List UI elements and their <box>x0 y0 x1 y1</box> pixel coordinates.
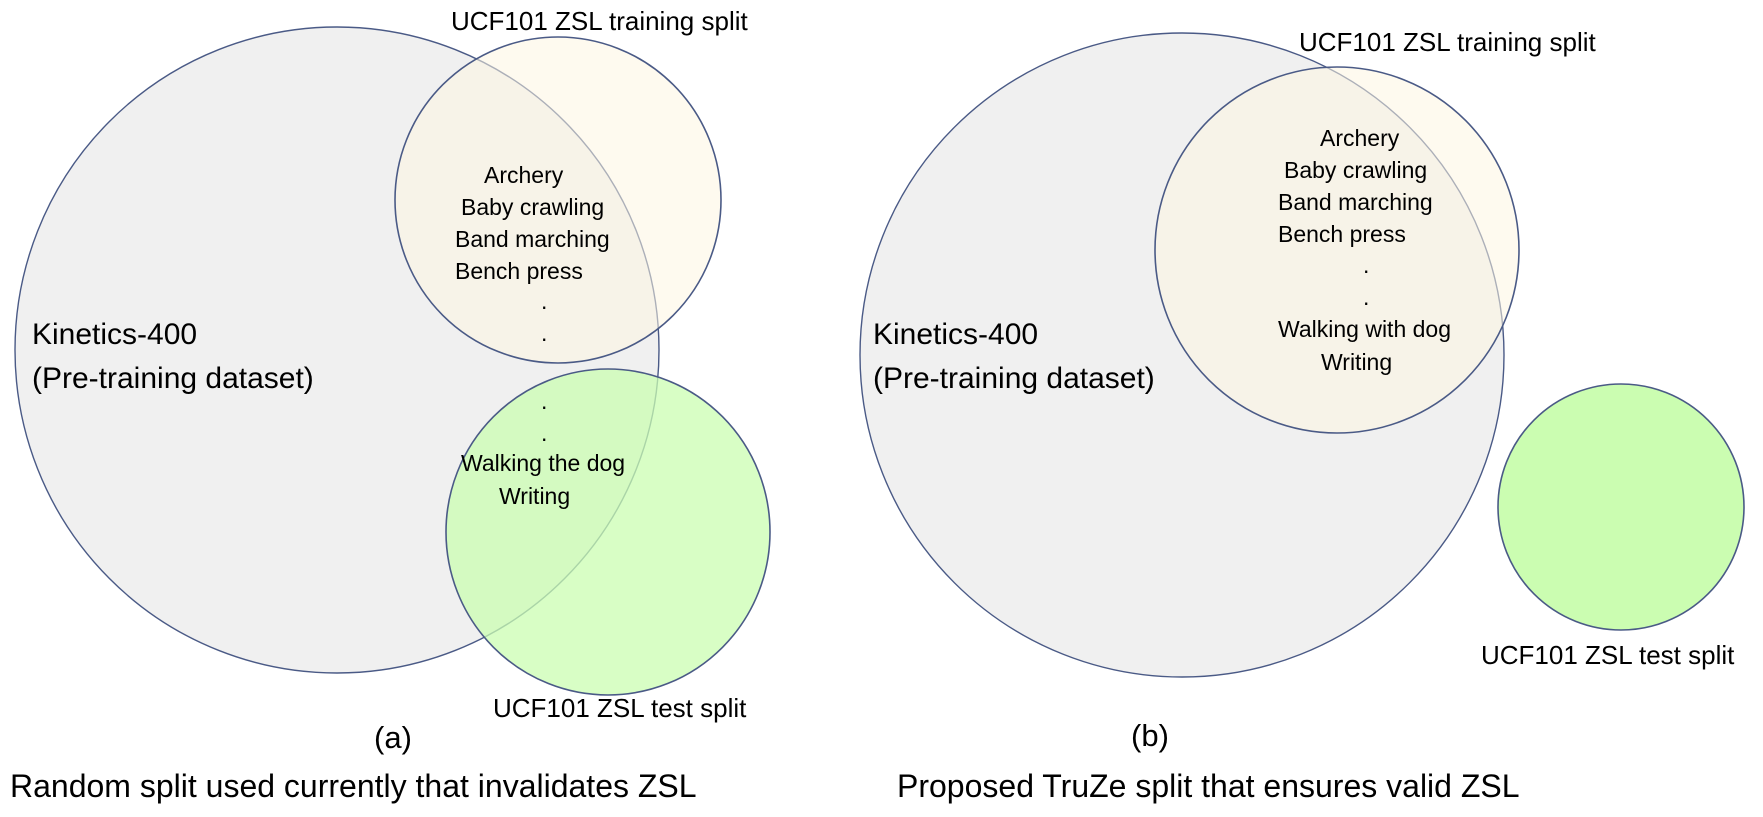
kinetics-label-a-line1: Kinetics-400 <box>32 318 198 351</box>
class-item-a-band-marching: Band marching <box>455 226 610 252</box>
test-split-label-a: UCF101 ZSL test split <box>493 693 747 723</box>
train-split-label-a: UCF101 ZSL training split <box>451 6 748 36</box>
class-item-a-walking-the-dog: Walking the dog <box>461 450 626 476</box>
test-split-label-b: UCF101 ZSL test split <box>1481 640 1735 670</box>
test-split-circle-b <box>1497 383 1745 631</box>
class-item-a-archery: Archery <box>484 162 564 188</box>
class-item-b-baby-crawling: Baby crawling <box>1284 157 1428 183</box>
class-item-b-walking-with-dog: Walking with dog <box>1278 316 1452 342</box>
class-item-b-writing: Writing <box>1321 349 1393 375</box>
panel-label-b: (b) <box>1131 718 1169 753</box>
train-split-circle-b <box>1154 66 1520 434</box>
class-item-b-bench-press: Bench press <box>1278 221 1406 247</box>
class-item-a-writing: Writing <box>499 483 571 509</box>
caption-a: Random split used currently that invalid… <box>10 768 697 804</box>
train-split-circle-a <box>394 36 722 364</box>
ellipsis-dot-a-3: . <box>541 388 548 414</box>
class-item-a-bench-press: Bench press <box>455 258 583 284</box>
caption-b: Proposed TruZe split that ensures valid … <box>897 768 1520 804</box>
kinetics-label-a-line2: (Pre-training dataset) <box>32 362 314 395</box>
train-split-label-b: UCF101 ZSL training split <box>1299 27 1596 57</box>
test-split-circle-a <box>445 368 771 696</box>
panel-label-a: (a) <box>374 720 412 755</box>
ellipsis-dot-a-4: . <box>541 420 548 446</box>
class-item-b-band-marching: Band marching <box>1278 189 1433 215</box>
ellipsis-dot-a-1: . <box>541 288 548 314</box>
class-item-b-archery: Archery <box>1320 125 1400 151</box>
ellipsis-dot-b-1: . <box>1363 252 1370 278</box>
ellipsis-dot-a-2: . <box>541 320 548 346</box>
ellipsis-dot-b-2: . <box>1363 284 1370 310</box>
kinetics-label-b-line2: (Pre-training dataset) <box>873 362 1155 395</box>
kinetics-label-b-line1: Kinetics-400 <box>873 318 1039 351</box>
class-item-a-baby-crawling: Baby crawling <box>461 194 605 220</box>
